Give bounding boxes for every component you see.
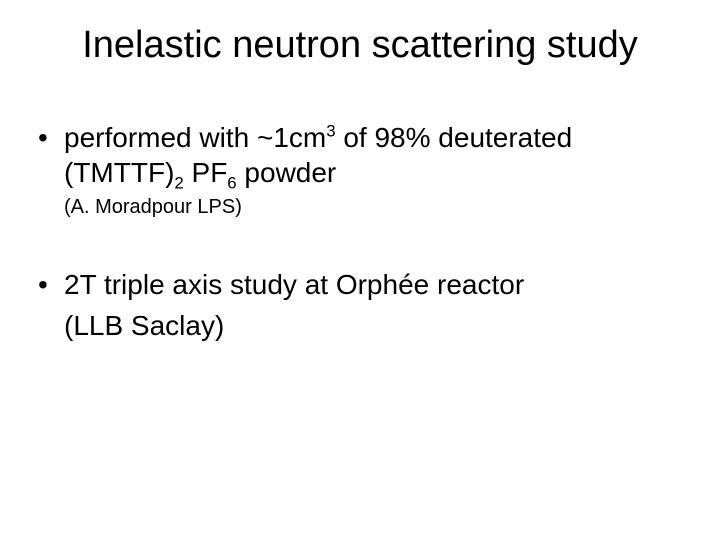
bullet-text: performed with ~1cm3 of 98% deuterated (… xyxy=(64,120,684,190)
slide: Inelastic neutron scattering study • per… xyxy=(0,0,720,540)
text-fragment: of 98% deuterated xyxy=(336,122,573,153)
slide-title: Inelastic neutron scattering study xyxy=(0,24,720,67)
subscript: 2 xyxy=(174,174,183,193)
text-fragment: 2T triple axis study at Orphée reactor xyxy=(64,269,524,300)
bullet-text-line2: (LLB Saclay) xyxy=(64,308,684,343)
superscript: 3 xyxy=(326,122,335,141)
subscript: 6 xyxy=(227,174,236,193)
bullet-marker: • xyxy=(36,120,64,190)
text-fragment: (TMTTF) xyxy=(64,157,174,188)
slide-body: • performed with ~1cm3 of 98% deuterated… xyxy=(36,120,684,343)
bullet-marker: • xyxy=(36,267,64,302)
bullet-item: • performed with ~1cm3 of 98% deuterated… xyxy=(36,120,684,190)
text-fragment: PF xyxy=(184,157,228,188)
attribution-text: (A. Moradpour LPS) xyxy=(64,196,684,219)
text-fragment: performed with ~1cm xyxy=(64,122,326,153)
text-fragment: powder xyxy=(237,157,337,188)
bullet-text: 2T triple axis study at Orphée reactor xyxy=(64,267,684,302)
bullet-item: • 2T triple axis study at Orphée reactor xyxy=(36,267,684,302)
